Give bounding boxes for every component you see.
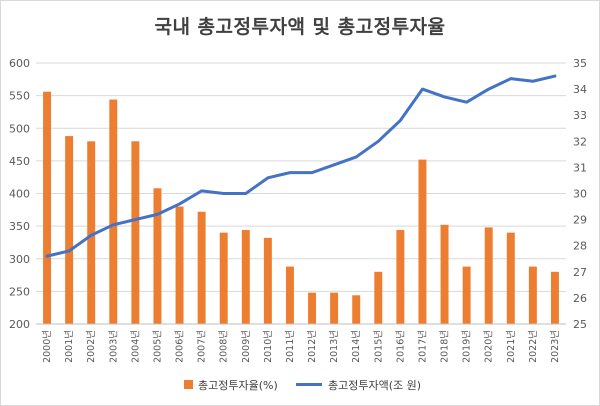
line-series: [45, 74, 557, 258]
bar: [330, 292, 339, 324]
x-tick-label: 2014년: [351, 330, 362, 363]
x-tick-label: 2000년: [42, 330, 53, 363]
x-tick-label: 2011년: [285, 330, 296, 363]
left-tick-label: 200: [9, 318, 30, 331]
bar: [506, 232, 515, 324]
bar: [462, 266, 471, 324]
x-tick-label: 2016년: [395, 330, 406, 363]
bar: [109, 99, 118, 324]
bar: [484, 227, 493, 324]
bar: [440, 224, 449, 324]
x-tick-label: 2019년: [462, 330, 473, 363]
x-tick-label: 2021년: [506, 330, 517, 363]
x-tick-label: 2017년: [417, 330, 428, 363]
bar: [550, 271, 559, 324]
bar: [65, 136, 74, 324]
right-tick-label: 30: [573, 188, 587, 201]
right-axis: 25 26 27 28 29 30 31 32 33 34 35: [573, 57, 587, 331]
x-tick-label: 2007년: [197, 330, 208, 363]
chart-title: 국내 총고정투자액 및 총고정투자율: [154, 16, 446, 38]
left-axis: 200 250 300 350 400 450 500 550 600: [9, 57, 30, 331]
bar: [396, 230, 405, 324]
x-tick-label: 2022년: [528, 330, 539, 363]
right-tick-label: 35: [573, 57, 587, 70]
bar: [418, 159, 427, 324]
legend-label-bar: 총고정투자율(%): [198, 379, 278, 392]
x-tick-label: 2010년: [263, 330, 274, 363]
bar: [285, 266, 294, 324]
bar: [197, 211, 206, 324]
x-tick-label: 2001년: [64, 330, 75, 363]
right-tick-label: 34: [573, 83, 587, 96]
x-tick-label: 2018년: [440, 330, 451, 363]
left-tick-label: 600: [9, 57, 30, 70]
right-tick-label: 31: [573, 161, 587, 174]
left-tick-label: 550: [9, 90, 30, 103]
bar: [219, 232, 228, 324]
x-axis: 2000년 2001년 2002년 2003년 2004년 2005년 2006년 2007년…: [36, 323, 566, 363]
bar: [175, 206, 184, 324]
line-path: [45, 74, 557, 258]
x-tick-label: 2003년: [108, 330, 119, 363]
left-tick-label: 450: [9, 155, 30, 168]
right-tick-label: 25: [573, 318, 587, 331]
left-tick-label: 250: [9, 285, 30, 298]
left-tick-label: 350: [9, 220, 30, 233]
bar-series: [43, 91, 559, 325]
legend-swatch-bar: [184, 380, 193, 389]
bar: [43, 91, 52, 325]
x-tick-label: 2008년: [219, 330, 230, 363]
bar: [87, 141, 96, 324]
bar: [263, 237, 272, 324]
bar: [352, 295, 361, 324]
x-tick-label: 2020년: [484, 330, 495, 363]
right-tick-label: 28: [573, 240, 587, 253]
right-tick-label: 29: [573, 214, 587, 227]
right-tick-label: 32: [573, 135, 587, 148]
legend-label-line: 총고정투자액(조 원): [328, 379, 421, 392]
x-tick-label: 2023년: [550, 330, 561, 363]
bar: [528, 266, 537, 324]
right-tick-label: 26: [573, 292, 587, 305]
x-tick-label: 2004년: [130, 330, 141, 363]
right-tick-label: 27: [573, 266, 587, 279]
x-tick-label: 2005년: [152, 330, 163, 363]
bar: [241, 230, 250, 324]
legend: 총고정투자율(%) 총고정투자액(조 원): [184, 379, 421, 392]
left-tick-label: 400: [9, 188, 30, 201]
left-tick-label: 500: [9, 122, 30, 135]
x-tick-label: 2015년: [373, 330, 384, 363]
bar: [153, 188, 162, 324]
x-tick-label: 2006년: [175, 330, 186, 363]
right-tick-label: 33: [573, 109, 587, 122]
bar: [131, 141, 140, 324]
bar: [374, 271, 383, 324]
x-tick-label: 2002년: [86, 330, 97, 363]
x-tick-label: 2012년: [307, 330, 318, 363]
bar: [308, 292, 317, 324]
left-tick-label: 300: [9, 253, 30, 266]
x-tick-label: 2013년: [329, 330, 340, 363]
x-tick-label: 2009년: [241, 330, 252, 363]
